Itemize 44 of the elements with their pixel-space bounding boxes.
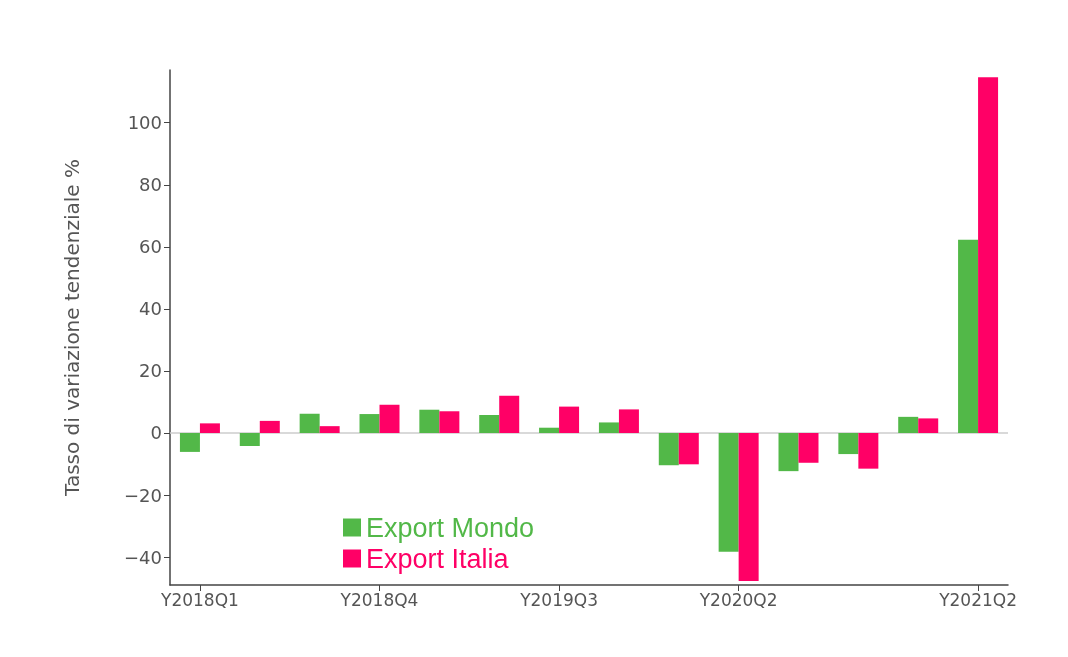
bar — [199, 423, 220, 433]
y-axis-title: Tasso di variazione tendenziale % — [60, 159, 84, 497]
x-tick-label: Y2019Q3 — [519, 589, 598, 610]
y-tick-label: 60 — [139, 236, 162, 258]
bar — [539, 427, 560, 433]
bar — [479, 414, 500, 433]
bar — [718, 432, 739, 552]
bar — [419, 409, 440, 433]
y-tick-label: −20 — [124, 484, 162, 506]
bar — [299, 413, 320, 433]
legend-label: Export Italia — [366, 543, 510, 574]
bar — [439, 411, 460, 433]
bar — [678, 432, 699, 465]
bar — [858, 432, 879, 469]
bar — [918, 418, 939, 433]
y-tick-label: 40 — [139, 298, 162, 320]
bar — [319, 426, 340, 433]
bar — [898, 416, 919, 433]
y-tick-label: 0 — [150, 422, 162, 444]
bar — [978, 77, 999, 433]
y-tick-label: 80 — [139, 174, 162, 196]
bar — [179, 432, 200, 452]
y-tick-label: 100 — [127, 112, 162, 134]
bar — [259, 420, 280, 433]
x-tick-label: Y2018Q4 — [339, 589, 419, 610]
legend-label: Export Mondo — [366, 512, 535, 543]
y-tick-label: 20 — [139, 360, 162, 382]
bar — [598, 422, 619, 433]
bar — [798, 432, 819, 463]
bar — [499, 395, 520, 433]
bar — [239, 432, 260, 447]
bar — [738, 432, 759, 581]
bar — [379, 404, 400, 433]
bar — [838, 432, 859, 455]
bar — [658, 432, 679, 466]
bar — [559, 406, 580, 433]
y-tick-label: −40 — [124, 546, 162, 568]
bar — [958, 239, 979, 433]
bar — [618, 409, 639, 433]
bar — [778, 432, 799, 472]
x-tick-label: Y2018Q1 — [160, 589, 239, 610]
x-tick-label: Y2020Q2 — [698, 589, 778, 610]
bar — [359, 414, 380, 433]
x-tick-label: Y2021Q2 — [938, 589, 1017, 610]
